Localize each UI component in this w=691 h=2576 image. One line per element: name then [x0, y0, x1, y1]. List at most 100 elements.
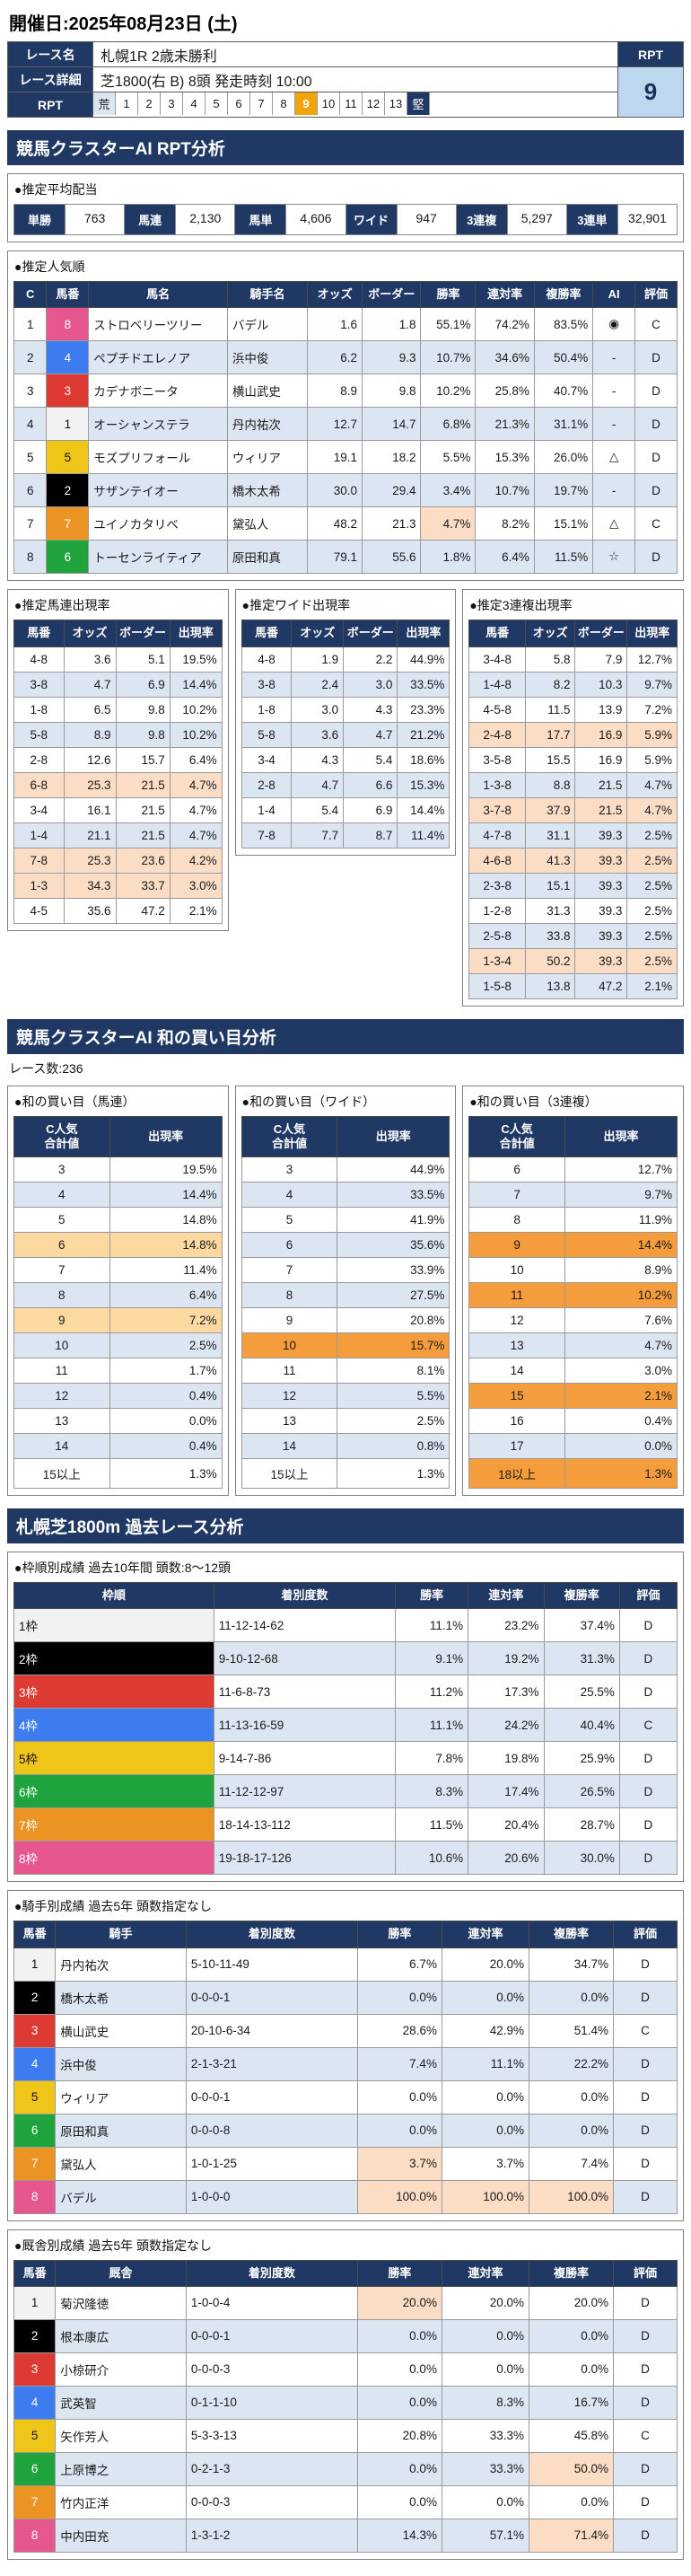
wa-tables-row: ●和の買い目（馬連） C人気 合計値 出現率 3 19.5% 4 14.4% 5 14.8% 6…: [7, 1077, 685, 1496]
jockey-box: ●騎手別成績 過去5年 頭数指定なし 馬番 騎手 着別度数 勝率 連対率 複勝率 評価 1 丹内…: [7, 1890, 684, 2221]
cell: 4-8: [13, 646, 65, 673]
cell: 4-6-8: [468, 847, 526, 874]
table-row: 8枠 19-18-17-126 10.6% 20.6% 30.0% D: [13, 1841, 678, 1876]
cell: 15.3%: [475, 440, 535, 475]
payout-value: 2,130: [176, 205, 236, 234]
cell: 47.2: [115, 897, 171, 924]
cell: 7-8: [13, 847, 65, 874]
cell: 5.9%: [626, 721, 678, 748]
rpt-scale: 荒 1 2 3 4 5 6 7 8 9 10 11 12 13 堅: [92, 92, 618, 118]
cell: 11.1%: [441, 2046, 529, 2081]
cell: 2.5%: [626, 947, 678, 974]
cell: 10.2%: [564, 1282, 678, 1308]
rpt-scale-cell: 10: [318, 92, 340, 115]
cell: 6.9: [115, 671, 171, 698]
number-badge-cell: 7: [46, 506, 90, 541]
cell: 16.7%: [528, 2385, 615, 2420]
cell: 1.3%: [564, 1458, 678, 1489]
cell: -: [592, 473, 636, 508]
column-header: オッズ: [291, 620, 345, 647]
table-row: 5 矢作芳人 5-3-3-13 20.8% 33.3% 45.8% C: [13, 2418, 678, 2453]
cell: 21.5: [115, 771, 171, 798]
wa-sanrenpuku-title: ●和の買い目（3連複）: [469, 1094, 598, 1109]
table-row: 3枠 11-6-8-73 11.2% 17.3% 25.5% D: [13, 1675, 678, 1710]
cell: 6.6: [343, 771, 398, 798]
cell: 15以上: [241, 1458, 338, 1489]
cell: 19-18-17-126: [213, 1841, 397, 1876]
cell: 19.5%: [169, 646, 223, 673]
cell: -: [592, 374, 636, 409]
cell: 1-3-1-2: [185, 2518, 358, 2553]
cell: 2.5%: [626, 872, 678, 899]
cell: ☆: [592, 540, 636, 575]
cell: 14.3%: [356, 2518, 442, 2553]
cell: 10.2%: [169, 696, 223, 723]
table-row: 1-8 6.5 9.8 10.2%: [13, 696, 223, 723]
payout-label: 3連単: [566, 205, 618, 234]
cell: 14: [13, 1433, 110, 1459]
cell: 3.0%: [169, 872, 223, 899]
cell: ◉: [592, 307, 636, 342]
table-row: 4-8 1.9 2.2 44.9%: [241, 646, 450, 673]
table-row: 9 14.4%: [468, 1232, 678, 1258]
column-header: C人気 合計値: [468, 1115, 565, 1157]
cell: 5-10-11-49: [185, 1947, 358, 1982]
cell: -: [592, 340, 636, 375]
data-table: C人気 合計値 出現率 3 19.5% 4 14.4% 5 14.8% 6 14.8% 7 11.4%…: [13, 1115, 223, 1489]
rpt-scale-cell: 13: [385, 92, 407, 115]
table-row: 8 バデル 1-0-0-0 100.0% 100.0% 100.0% D: [13, 2179, 678, 2214]
table-row: 6 原田和真 0-0-0-8 0.0% 0.0% 0.0% D: [13, 2113, 678, 2148]
cell: D: [618, 1741, 678, 1776]
cell: 13: [13, 1408, 110, 1434]
cell: 44.9%: [337, 1156, 450, 1182]
cell: 15.7%: [337, 1332, 450, 1358]
table-row: 9 7.2%: [13, 1307, 223, 1333]
cell: 8.8: [524, 771, 576, 798]
column-header: 評価: [613, 1921, 678, 1948]
table-row: 14 0.8%: [241, 1433, 450, 1459]
cell: 15.7: [115, 746, 171, 773]
table-row: 8 中内田充 1-3-1-2 14.3% 57.1% 71.4% D: [13, 2518, 678, 2553]
number-badge-cell: 1: [13, 2285, 57, 2320]
cell: 13.9: [574, 696, 628, 723]
cell: 1-4: [13, 822, 65, 848]
cell: 0.0%: [109, 1408, 223, 1434]
payout-value: 947: [397, 205, 457, 234]
table-row: 11 8.1%: [241, 1358, 450, 1384]
cell: 10.7%: [420, 340, 477, 375]
table-row: 5 ウィリア 0-0-0-1 0.0% 0.0% 0.0% D: [13, 2079, 678, 2114]
cell: D: [618, 1807, 678, 1842]
table-row: 7 黛弘人 1-0-1-25 3.7% 3.7% 7.4% D: [13, 2146, 678, 2181]
cell: 9.8: [362, 374, 422, 409]
cell: オーシャンステラ: [88, 407, 228, 442]
table-row: 2 橋木太希 0-0-0-1 0.0% 0.0% 0.0% D: [13, 1980, 678, 2015]
stable-box-title: ●厩舎別成績 過去5年 頭数指定なし: [14, 2238, 213, 2253]
cell: 4.2%: [169, 847, 223, 874]
cell: 79.1: [307, 540, 363, 575]
table-row: 4 33.5%: [241, 1182, 450, 1208]
cell: 8.9: [63, 721, 117, 748]
data-table: 馬番 騎手 着別度数 勝率 連対率 複勝率 評価 1 丹内祐次 5-10-11-49 6.7% 20.…: [13, 1921, 678, 2214]
cell: -: [592, 407, 636, 442]
column-header: 連対率: [468, 1581, 545, 1610]
cell: 14.4%: [169, 671, 223, 698]
cell: 11.1%: [395, 1708, 469, 1743]
cell: 3.0: [343, 671, 398, 698]
cell: 10.3: [574, 671, 628, 698]
cell: 28.7%: [543, 1807, 620, 1842]
cell: 4: [13, 1182, 110, 1208]
cell: 6.8%: [420, 407, 477, 442]
column-header: 複勝率: [528, 2259, 615, 2287]
cell: D: [613, 1947, 678, 1982]
cell: 菊沢隆徳: [55, 2285, 187, 2320]
cell: 1: [13, 307, 48, 342]
column-header: 馬番: [13, 2259, 57, 2287]
cell: 25.5%: [543, 1675, 620, 1710]
cell: 10.7%: [475, 473, 535, 508]
cell: ウィリア: [55, 2079, 187, 2114]
cell: 11-12-12-97: [213, 1774, 397, 1809]
data-table: 馬番 オッズ ボーダー 出現率 4-8 1.9 2.2 44.9% 3-8 2.4 3.0 33.5%…: [241, 620, 450, 848]
table-row: 7 9.7%: [468, 1182, 678, 1208]
data-table: 枠順 着別度数 勝率 連対率 複勝率 評価 1枠 11-12-14-62 11.1% 23.2% 3…: [13, 1581, 678, 1876]
cell: 18-14-13-112: [213, 1807, 397, 1842]
